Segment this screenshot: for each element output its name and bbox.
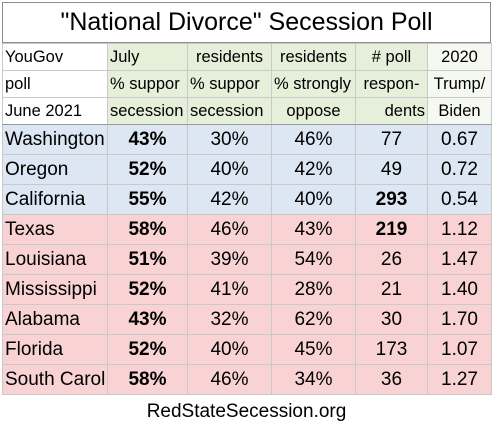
july-support: 55%: [107, 184, 188, 215]
residents-support: 30%: [187, 124, 272, 155]
trump-biden-ratio: 1.07: [427, 334, 492, 365]
state-name: California: [2, 184, 108, 215]
respondents: 293: [355, 184, 428, 215]
residents-support: 40%: [187, 154, 272, 185]
trump-biden-ratio: 1.70: [427, 304, 492, 335]
residents-support: 41%: [187, 274, 272, 305]
trump-biden-ratio: 1.40: [427, 274, 492, 305]
residents-support: 46%: [187, 214, 272, 245]
strongly-oppose: 28%: [271, 274, 356, 305]
residents-support: 32%: [187, 304, 272, 335]
trump-biden-ratio: 0.54: [427, 184, 492, 215]
july-support: 52%: [107, 274, 188, 305]
july-support: 52%: [107, 334, 188, 365]
residents-support: 40%: [187, 334, 272, 365]
state-name: Florida: [2, 334, 108, 365]
respondents: 30: [355, 304, 428, 335]
respondents: 36: [355, 364, 428, 395]
strongly-oppose: 34%: [271, 364, 356, 395]
table-row: South Carol 58% 46% 34% 36 1.27: [2, 364, 492, 395]
header-ratio: 2020: [427, 43, 492, 71]
july-support: 58%: [107, 364, 188, 395]
header-respondents: dents: [355, 97, 428, 125]
strongly-oppose: 43%: [271, 214, 356, 245]
state-name: Alabama: [2, 304, 108, 335]
header-row-3: June 2021 secession secession oppose den…: [2, 97, 492, 125]
header-source: June 2021: [2, 97, 108, 125]
header-source: poll: [2, 70, 108, 98]
respondents: 49: [355, 154, 428, 185]
residents-support: 39%: [187, 244, 272, 275]
header-july: secession: [107, 97, 188, 125]
residents-support: 42%: [187, 184, 272, 215]
table-row: Oregon 52% 40% 42% 49 0.72: [2, 154, 492, 185]
header-strongly-oppose: residents: [271, 43, 356, 71]
poll-table: YouGov July residents residents # poll 2…: [2, 43, 492, 395]
header-residents-support: % suppor: [187, 70, 272, 98]
trump-biden-ratio: 1.47: [427, 244, 492, 275]
state-name: Oregon: [2, 154, 108, 185]
state-name: Louisiana: [2, 244, 108, 275]
trump-biden-ratio: 1.12: [427, 214, 492, 245]
header-ratio: Biden: [427, 97, 492, 125]
table-row: Washington 43% 30% 46% 77 0.67: [2, 124, 492, 155]
july-support: 58%: [107, 214, 188, 245]
respondents: 219: [355, 214, 428, 245]
header-row-2: poll % suppor % suppor % strongly respon…: [2, 70, 492, 98]
table-row: Alabama 43% 32% 62% 30 1.70: [2, 304, 492, 335]
strongly-oppose: 46%: [271, 124, 356, 155]
table-row: Mississippi 52% 41% 28% 21 1.40: [2, 274, 492, 305]
header-july: % suppor: [107, 70, 188, 98]
state-name: Washington: [2, 124, 108, 155]
header-residents-support: residents: [187, 43, 272, 71]
strongly-oppose: 40%: [271, 184, 356, 215]
strongly-oppose: 42%: [271, 154, 356, 185]
respondents: 77: [355, 124, 428, 155]
table-row: Texas 58% 46% 43% 219 1.12: [2, 214, 492, 245]
residents-support: 46%: [187, 364, 272, 395]
july-support: 43%: [107, 124, 188, 155]
july-support: 51%: [107, 244, 188, 275]
footer-website: RedStateSecession.org: [2, 400, 491, 423]
strongly-oppose: 62%: [271, 304, 356, 335]
header-source: YouGov: [2, 43, 108, 71]
trump-biden-ratio: 1.27: [427, 364, 492, 395]
strongly-oppose: 54%: [271, 244, 356, 275]
header-row-1: YouGov July residents residents # poll 2…: [2, 43, 492, 71]
header-ratio: Trump/: [427, 70, 492, 98]
table-row: California 55% 42% 40% 293 0.54: [2, 184, 492, 215]
state-name: Texas: [2, 214, 108, 245]
header-strongly-oppose: % strongly: [271, 70, 356, 98]
respondents: 21: [355, 274, 428, 305]
july-support: 52%: [107, 154, 188, 185]
state-name: South Carol: [2, 364, 108, 395]
poll-title: "National Divorce" Secession Poll: [2, 2, 491, 43]
respondents: 173: [355, 334, 428, 365]
july-support: 43%: [107, 304, 188, 335]
trump-biden-ratio: 0.72: [427, 154, 492, 185]
table-row: Louisiana 51% 39% 54% 26 1.47: [2, 244, 492, 275]
header-strongly-oppose: oppose: [271, 97, 356, 125]
strongly-oppose: 45%: [271, 334, 356, 365]
header-respondents: respon-: [355, 70, 428, 98]
table-row: Florida 52% 40% 45% 173 1.07: [2, 334, 492, 365]
header-residents-support: secession: [187, 97, 272, 125]
respondents: 26: [355, 244, 428, 275]
state-name: Mississippi: [2, 274, 108, 305]
trump-biden-ratio: 0.67: [427, 124, 492, 155]
header-respondents: # poll: [355, 43, 428, 71]
header-july: July: [107, 43, 188, 71]
